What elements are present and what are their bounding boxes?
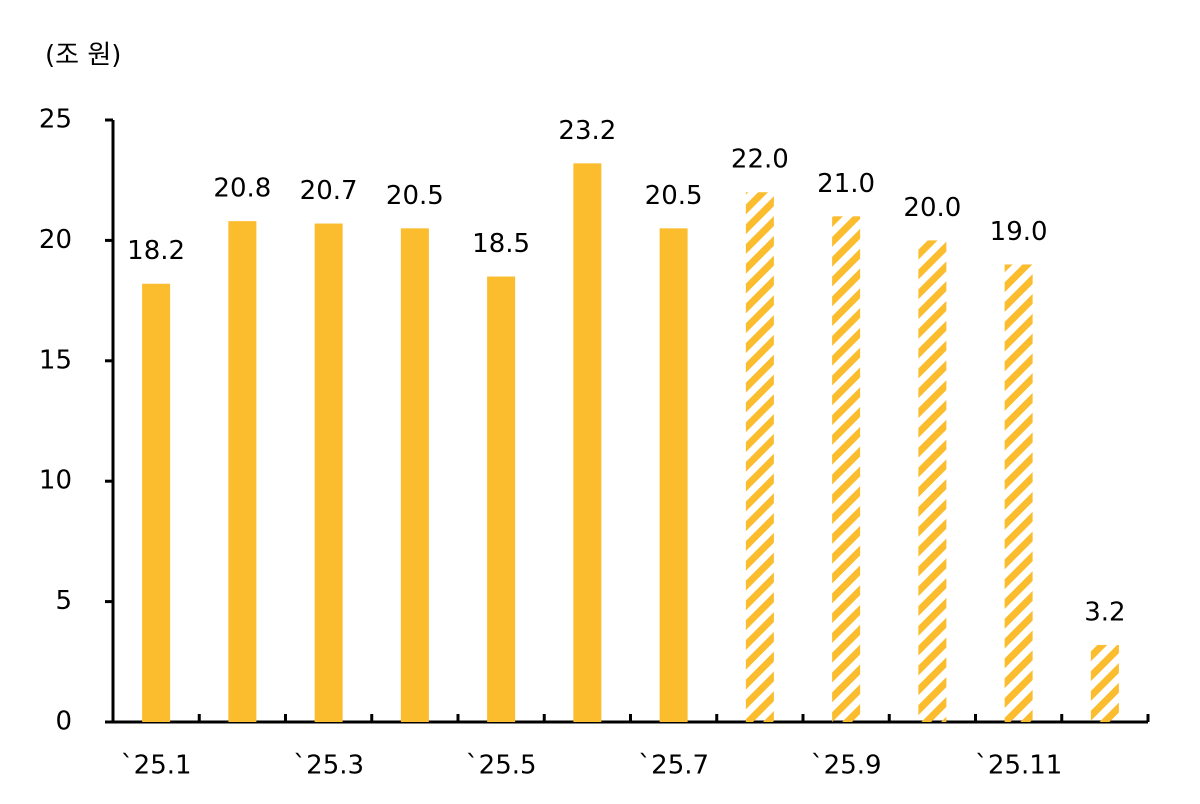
value-label: 23.2 [558, 116, 616, 146]
y-tick-label: 20 [39, 225, 72, 255]
x-tick-label: `25.7 [638, 751, 709, 781]
bar [1090, 644, 1119, 722]
x-tick-label: `25.11 [975, 751, 1062, 781]
value-label: 18.5 [472, 229, 530, 259]
x-tick-label: `25.9 [811, 751, 882, 781]
bar [832, 216, 861, 722]
x-tick-label: `25.3 [293, 751, 364, 781]
bar [314, 223, 343, 722]
value-label: 21.0 [817, 169, 875, 199]
value-label: 19.0 [990, 217, 1048, 247]
y-tick-label: 0 [55, 707, 72, 737]
bar [228, 221, 257, 723]
bar [142, 283, 171, 722]
value-label: 3.2 [1084, 597, 1125, 627]
y-unit: (조 원) [45, 41, 121, 71]
bar [573, 163, 602, 722]
y-tick-label: 10 [39, 466, 72, 496]
bar [659, 228, 688, 723]
value-label: 20.5 [645, 181, 703, 211]
value-label: 20.8 [213, 174, 271, 204]
value-label: 22.0 [731, 145, 789, 175]
x-tick-label: `25.5 [466, 751, 537, 781]
value-label: 18.2 [127, 236, 185, 266]
bar [487, 276, 516, 722]
value-label: 20.7 [300, 176, 358, 206]
y-tick-label: 15 [39, 345, 72, 375]
value-label: 20.0 [903, 193, 961, 223]
bar [1004, 264, 1033, 722]
bar [745, 192, 774, 723]
value-label: 20.5 [386, 181, 444, 211]
y-tick-label: 5 [55, 586, 72, 616]
bar [918, 240, 947, 722]
y-tick-label: 25 [39, 105, 72, 135]
bar [400, 228, 429, 723]
x-tick-label: `25.1 [121, 751, 192, 781]
